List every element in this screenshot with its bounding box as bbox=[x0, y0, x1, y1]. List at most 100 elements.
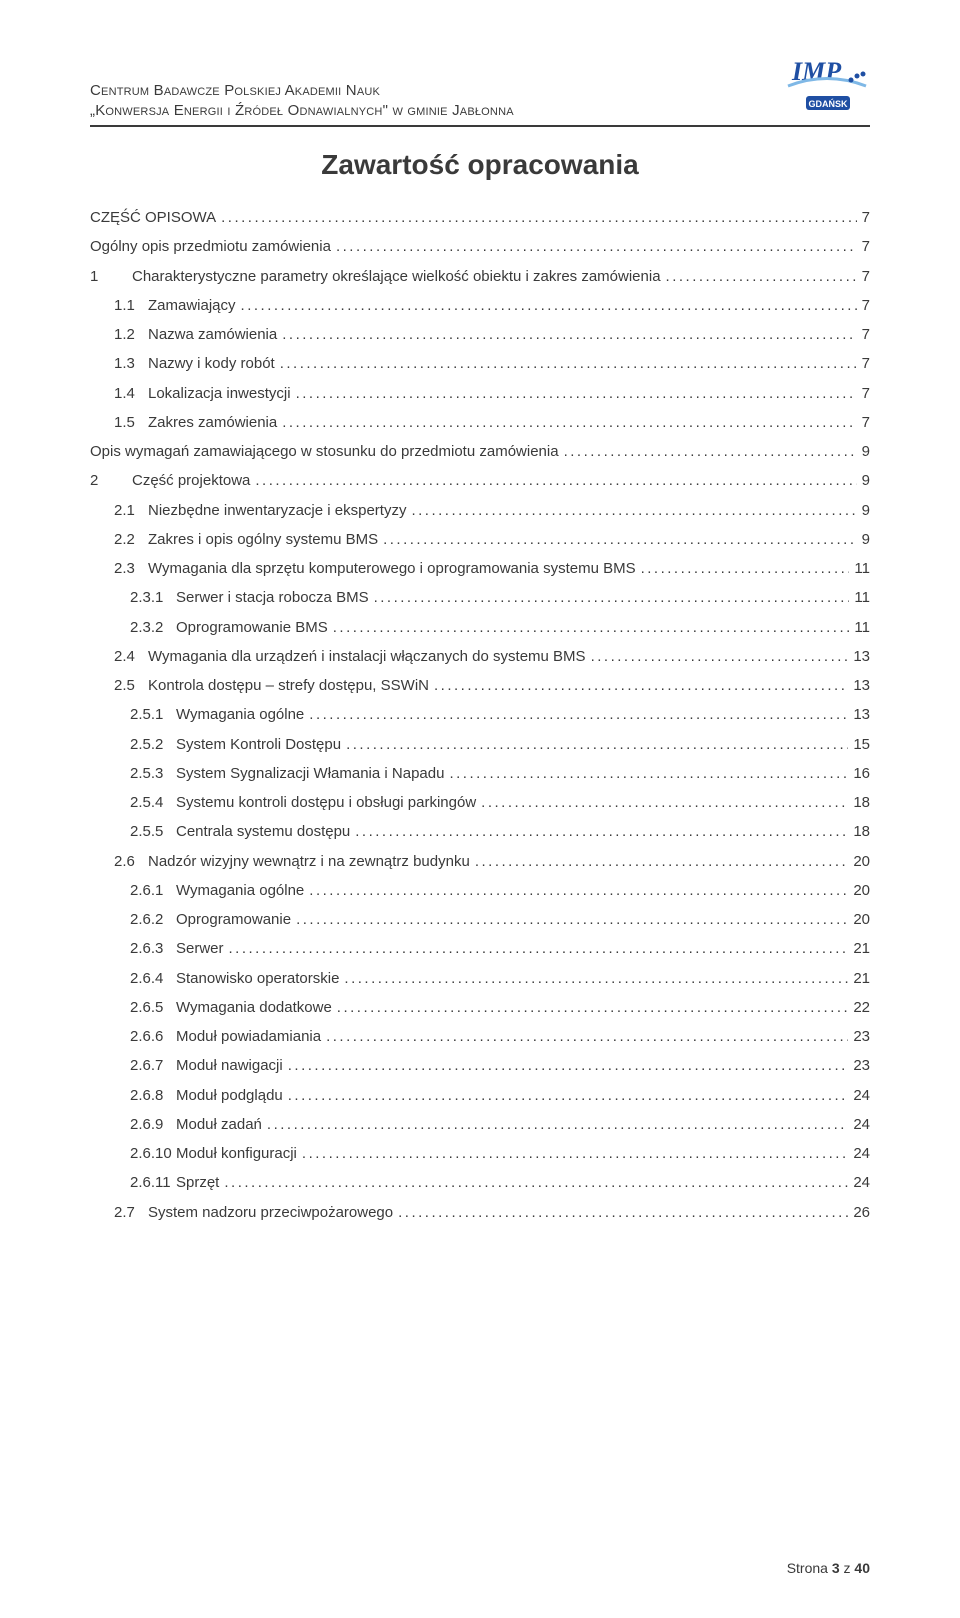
toc-num: 2.6.6 bbox=[90, 1022, 176, 1051]
toc-row: 2.6.4Stanowisko operatorskie............… bbox=[90, 964, 870, 993]
toc-num: 2.3.1 bbox=[90, 583, 176, 612]
toc-page: 18 bbox=[848, 817, 870, 846]
toc-leader-dots: ........................................… bbox=[564, 437, 857, 466]
footer-prefix: Strona bbox=[787, 1560, 832, 1576]
toc-leader-dots: ........................................… bbox=[255, 466, 856, 495]
toc-row: 2.5.4Systemu kontroli dostępu i obsługi … bbox=[90, 788, 870, 817]
toc-label: Kontrola dostępu – strefy dostępu, SSWiN bbox=[148, 671, 434, 700]
toc-label: Zakres i opis ogólny systemu BMS bbox=[148, 525, 383, 554]
toc-page: 7 bbox=[857, 320, 870, 349]
toc-page: 9 bbox=[857, 496, 870, 525]
toc-row: 2.1Niezbędne inwentaryzacje i ekspertyzy… bbox=[90, 496, 870, 525]
toc-num: 2.7 bbox=[90, 1198, 148, 1227]
toc-num: 2.6.10 bbox=[90, 1139, 176, 1168]
toc-leader-dots: ........................................… bbox=[449, 759, 848, 788]
toc-label: Opis wymagań zamawiającego w stosunku do… bbox=[90, 437, 564, 466]
toc-row: 2.3.2Oprogramowanie BMS.................… bbox=[90, 613, 870, 642]
toc-leader-dots: ........................................… bbox=[229, 934, 849, 963]
toc-page: 26 bbox=[848, 1198, 870, 1227]
toc-leader-dots: ........................................… bbox=[296, 379, 857, 408]
toc-row: 2.5Kontrola dostępu – strefy dostępu, SS… bbox=[90, 671, 870, 700]
page-footer: Strona 3 z 40 bbox=[787, 1560, 870, 1576]
toc-label: Oprogramowanie BMS bbox=[176, 613, 333, 642]
toc-leader-dots: ........................................… bbox=[481, 788, 848, 817]
toc-page: 7 bbox=[857, 408, 870, 437]
toc-label: Zakres zamówienia bbox=[148, 408, 282, 437]
toc-leader-dots: ........................................… bbox=[326, 1022, 848, 1051]
toc-leader-dots: ........................................… bbox=[344, 964, 848, 993]
toc-row: 2.6.10Moduł konfiguracji................… bbox=[90, 1139, 870, 1168]
header-line-2: „Konwersja Energii i Źródeł Odnawialnych… bbox=[90, 101, 514, 121]
toc-page: 24 bbox=[848, 1168, 870, 1197]
toc-page: 9 bbox=[857, 525, 870, 554]
page-title: Zawartość opracowania bbox=[90, 149, 870, 181]
toc-leader-dots: ........................................… bbox=[288, 1081, 849, 1110]
toc-leader-dots: ........................................… bbox=[221, 203, 857, 232]
toc-leader-dots: ........................................… bbox=[224, 1168, 848, 1197]
toc-leader-dots: ........................................… bbox=[374, 583, 850, 612]
header-text: Centrum Badawcze Polskiej Akademii Nauk … bbox=[90, 81, 514, 122]
toc-page: 24 bbox=[848, 1139, 870, 1168]
toc-label: Wymagania dla sprzętu komputerowego i op… bbox=[148, 554, 641, 583]
toc-label: Nazwa zamówienia bbox=[148, 320, 282, 349]
toc-page: 9 bbox=[857, 437, 870, 466]
toc-page: 13 bbox=[848, 671, 870, 700]
toc-leader-dots: ........................................… bbox=[282, 408, 856, 437]
toc-label: System Sygnalizacji Włamania i Napadu bbox=[176, 759, 449, 788]
toc-num: 2.6.3 bbox=[90, 934, 176, 963]
toc-row: 1.5Zakres zamówienia....................… bbox=[90, 408, 870, 437]
toc-label: Wymagania ogólne bbox=[176, 876, 309, 905]
header-line-1: Centrum Badawcze Polskiej Akademii Nauk bbox=[90, 81, 514, 101]
toc-row: 1.1Zamawiający..........................… bbox=[90, 291, 870, 320]
toc-num: 2.3.2 bbox=[90, 613, 176, 642]
toc-page: 23 bbox=[848, 1051, 870, 1080]
toc-row: 1.2Nazwa zamówienia.....................… bbox=[90, 320, 870, 349]
toc-page: 24 bbox=[848, 1081, 870, 1110]
footer-current: 3 bbox=[832, 1560, 840, 1576]
toc-page: 7 bbox=[857, 379, 870, 408]
toc-num: 2.5.5 bbox=[90, 817, 176, 846]
toc-row: 2.5.3System Sygnalizacji Włamania i Napa… bbox=[90, 759, 870, 788]
toc-page: 24 bbox=[848, 1110, 870, 1139]
toc-label: Charakterystyczne parametry określające … bbox=[132, 262, 666, 291]
toc-page: 7 bbox=[857, 232, 870, 261]
toc-leader-dots: ........................................… bbox=[434, 671, 848, 700]
toc-page: 13 bbox=[848, 642, 870, 671]
toc-page: 20 bbox=[848, 847, 870, 876]
toc-page: 21 bbox=[848, 934, 870, 963]
toc-num: 1.2 bbox=[90, 320, 148, 349]
toc-page: 21 bbox=[848, 964, 870, 993]
toc-label: Serwer bbox=[176, 934, 229, 963]
logo-dot-1 bbox=[849, 78, 854, 83]
toc-page: 20 bbox=[848, 905, 870, 934]
toc-num: 1.4 bbox=[90, 379, 148, 408]
logo-dot-3 bbox=[861, 72, 866, 77]
toc-label: Serwer i stacja robocza BMS bbox=[176, 583, 374, 612]
toc-num: 2.6.9 bbox=[90, 1110, 176, 1139]
toc-num: 2.2 bbox=[90, 525, 148, 554]
page: Centrum Badawcze Polskiej Akademii Nauk … bbox=[0, 0, 960, 1618]
toc-label: CZĘŚĆ OPISOWA bbox=[90, 203, 221, 232]
toc-row: 2.4Wymagania dla urządzeń i instalacji w… bbox=[90, 642, 870, 671]
toc-row: 2.6.9Moduł zadań........................… bbox=[90, 1110, 870, 1139]
footer-total: 40 bbox=[854, 1560, 870, 1576]
toc-num: 2.5 bbox=[90, 671, 148, 700]
toc-leader-dots: ........................................… bbox=[337, 993, 849, 1022]
logo-svg: IMP GDAŃSK bbox=[784, 56, 870, 114]
toc-page: 7 bbox=[857, 291, 870, 320]
toc-num: 2.6.4 bbox=[90, 964, 176, 993]
toc-page: 18 bbox=[848, 788, 870, 817]
toc-row: 2.6.2Oprogramowanie.....................… bbox=[90, 905, 870, 934]
toc-leader-dots: ........................................… bbox=[267, 1110, 848, 1139]
toc-label: Moduł konfiguracji bbox=[176, 1139, 302, 1168]
toc-page: 11 bbox=[849, 583, 870, 612]
toc-label: Moduł podglądu bbox=[176, 1081, 288, 1110]
toc-row: 2.5.5Centrala systemu dostępu...........… bbox=[90, 817, 870, 846]
toc-row: 2.6.7Moduł nawigacji....................… bbox=[90, 1051, 870, 1080]
toc-row: CZĘŚĆ OPISOWA...........................… bbox=[90, 203, 870, 232]
toc-page: 7 bbox=[857, 203, 870, 232]
toc-leader-dots: ........................................… bbox=[475, 847, 849, 876]
toc-page: 23 bbox=[848, 1022, 870, 1051]
toc-leader-dots: ........................................… bbox=[241, 291, 857, 320]
toc-num: 2.5.1 bbox=[90, 700, 176, 729]
